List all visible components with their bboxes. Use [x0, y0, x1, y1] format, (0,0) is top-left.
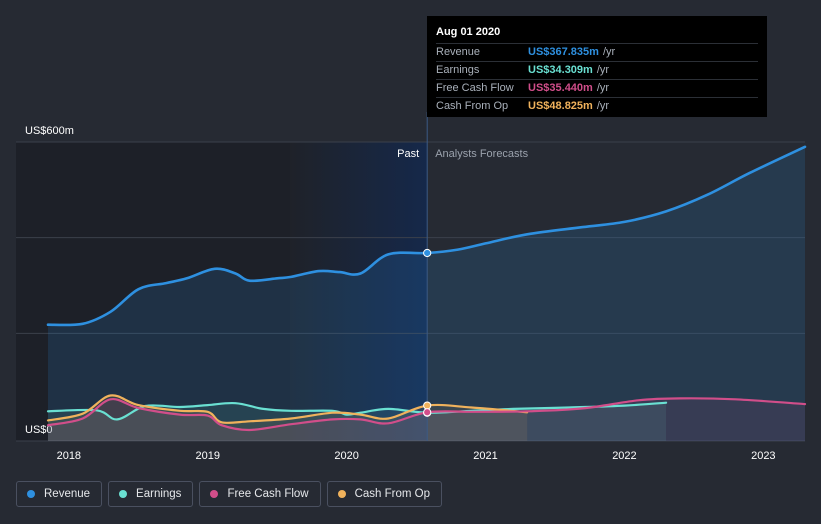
past-region-highlight [290, 142, 428, 441]
forecast-label: Analysts Forecasts [435, 148, 528, 160]
x-tick-label: 2022 [612, 450, 636, 462]
marker-cash-from-op [423, 401, 432, 410]
tooltip-unit: /yr [596, 82, 610, 94]
marker-revenue [423, 248, 432, 258]
chart-legend: Revenue Earnings Free Cash Flow Cash Fro… [16, 481, 443, 507]
x-tick-label: 2020 [334, 450, 358, 462]
tooltip-date: Aug 01 2020 [436, 26, 501, 38]
tooltip-value: US$48.825m [528, 100, 593, 112]
tooltip-unit: /yr [596, 100, 610, 112]
x-tick-label: 2018 [57, 450, 81, 462]
legend-dot-icon [119, 490, 128, 498]
marker-free-cash-flow [423, 408, 432, 417]
legend-label: Free Cash Flow [227, 488, 309, 500]
tooltip-value: US$367.835m [528, 46, 599, 58]
tooltip-panel: Aug 01 2020 Revenue US$367.835m /yr Earn… [427, 16, 767, 117]
tooltip-label: Revenue [436, 46, 481, 58]
series-area-free-cash-flow [48, 398, 805, 441]
tooltip-row-free-cash-flow: Free Cash Flow US$35.440m /yr [436, 79, 758, 97]
legend-dot-icon [27, 490, 35, 498]
legend-label: Earnings [136, 488, 182, 500]
tooltip-label: Cash From Op [436, 100, 509, 112]
y-tick-label-zero: US$0 [25, 424, 53, 436]
tooltip-unit: /yr [596, 64, 610, 76]
legend-item-revenue[interactable]: Revenue [16, 481, 103, 507]
tooltip-row-revenue: Revenue US$367.835m /yr [436, 43, 758, 61]
legend-dot-icon [210, 490, 219, 498]
legend-item-free-cash-flow[interactable]: Free Cash Flow [199, 481, 321, 507]
tooltip-value: US$34.309m [528, 64, 593, 76]
past-label: Past [397, 148, 419, 160]
legend-item-earnings[interactable]: Earnings [108, 481, 194, 507]
legend-label: Revenue [44, 488, 91, 500]
legend-dot-icon [337, 490, 346, 498]
series-line-cash-from-op [46, 394, 529, 425]
tooltip-row-earnings: Earnings US$34.309m /yr [436, 61, 758, 79]
tooltip-label: Free Cash Flow [436, 82, 514, 94]
x-tick-label: 2019 [195, 450, 219, 462]
x-tick-label: 2023 [751, 450, 775, 462]
tooltip-value: US$35.440m [528, 82, 593, 94]
x-tick-label: 2021 [473, 450, 497, 462]
series-area-cash-from-op [48, 395, 528, 441]
tooltip-unit: /yr [602, 46, 616, 58]
legend-label: Cash From Op [354, 488, 431, 500]
tooltip-label: Earnings [436, 64, 480, 76]
series-line-free-cash-flow [46, 397, 807, 432]
series-line-revenue [46, 145, 807, 327]
y-tick-label-top: US$600m [25, 125, 74, 137]
tooltip-row-cash-from-op: Cash From Op US$48.825m /yr [436, 97, 758, 115]
legend-item-cash-from-op[interactable]: Cash From Op [326, 481, 443, 507]
series-area-revenue [48, 146, 805, 442]
